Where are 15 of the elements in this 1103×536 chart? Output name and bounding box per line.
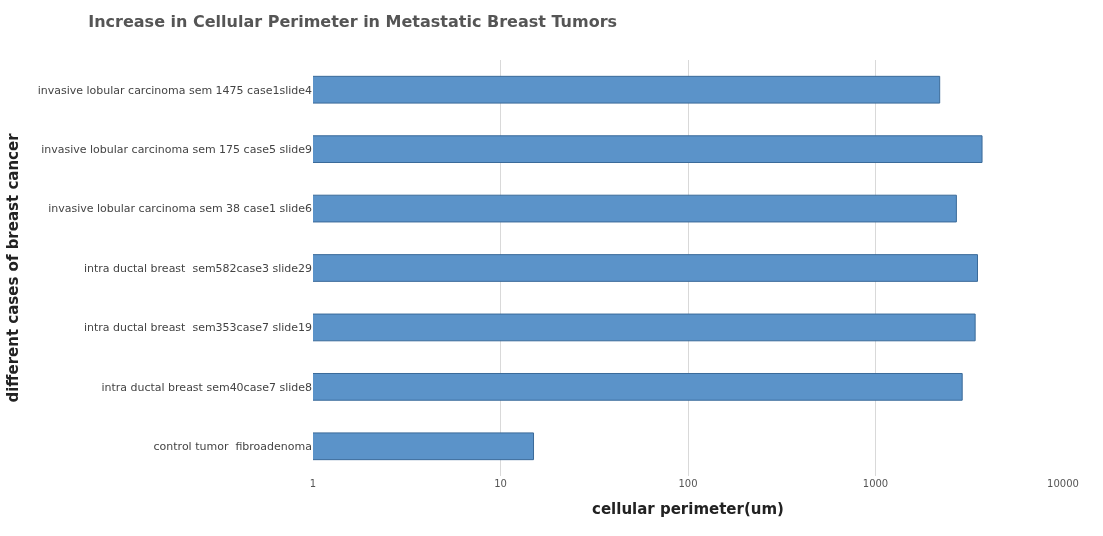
y-tick-label: intra ductal breast sem582case3 slide29	[83, 261, 312, 275]
x-tick-label: 1000	[862, 478, 889, 489]
y-tick-label: control tumor fibroadenoma	[153, 440, 312, 454]
y-tick-label: intra ductal breast sem40case7 slide8	[101, 380, 312, 394]
x-tick-label: 100	[678, 478, 698, 489]
y-tick-label: intra ductal breast sem353case7 slide19	[83, 321, 312, 335]
y-axis-title: different cases of breast cancer	[3, 132, 22, 403]
y-tick-label: invasive lobular carcinoma sem 38 case1 slide6	[48, 202, 312, 216]
y-tick-label: invasive lobular carcinoma sem 175 case5 slide9	[41, 142, 312, 156]
chart-title: Increase in Cellular Perimeter in Metastatic Breast Tumors	[88, 12, 618, 32]
y-tick-label: invasive lobular carcinoma sem 1475 case1slide4	[37, 83, 312, 97]
x-axis-title: cellular perimeter(um)	[592, 500, 784, 518]
x-tick-label: 1	[309, 478, 317, 489]
x-tick-label: 10	[494, 478, 507, 489]
x-tick-label: 10000	[1047, 478, 1079, 489]
